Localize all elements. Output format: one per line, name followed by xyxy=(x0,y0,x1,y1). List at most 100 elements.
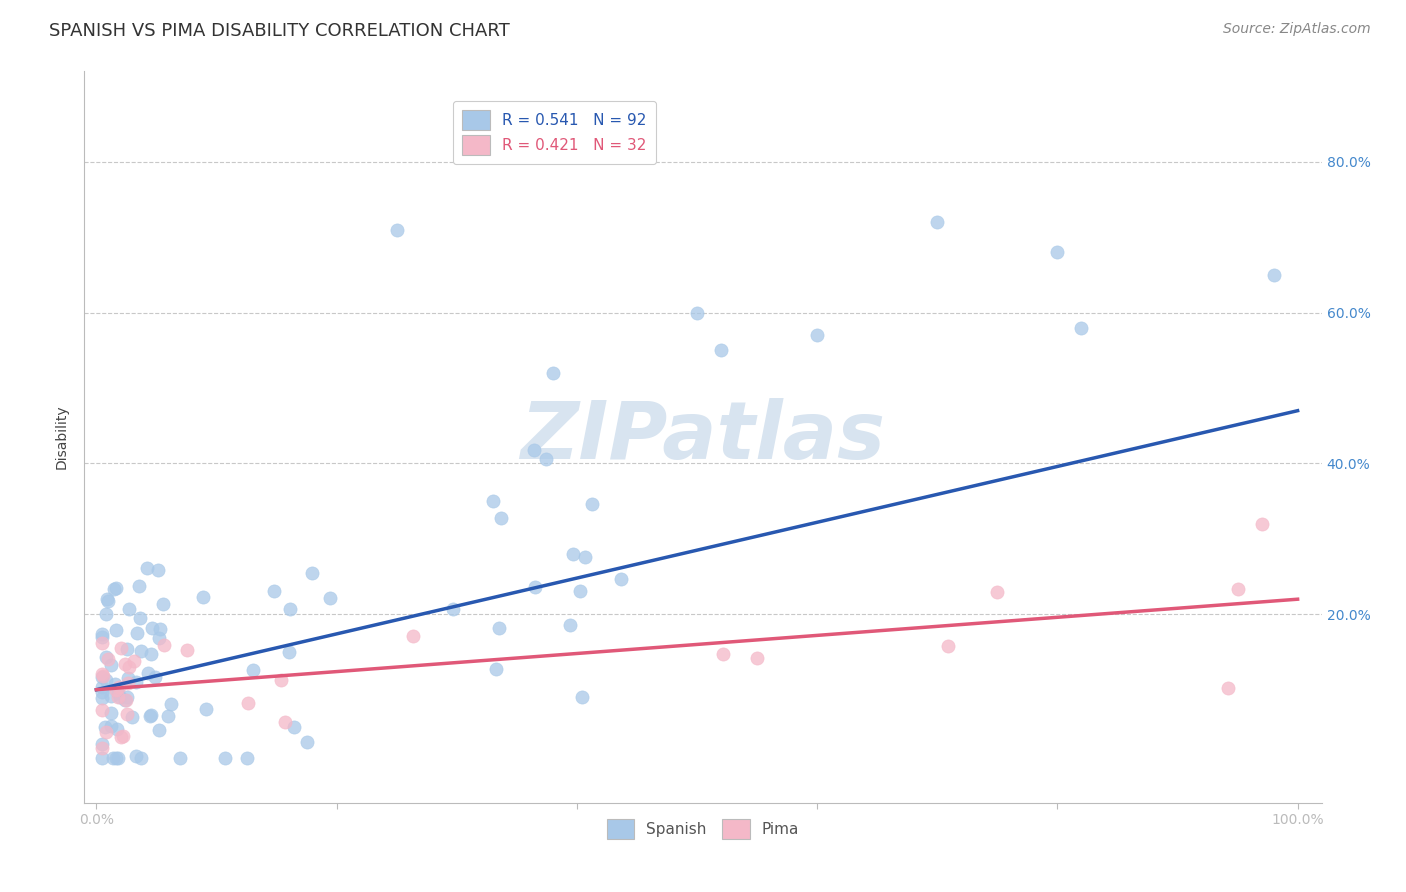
Point xyxy=(104,623,127,637)
Point xyxy=(153,638,176,652)
Point xyxy=(278,644,301,658)
Point xyxy=(91,690,114,705)
Point xyxy=(114,693,136,707)
Point xyxy=(191,590,214,604)
Text: Source: ZipAtlas.com: Source: ZipAtlas.com xyxy=(1223,22,1371,37)
Point xyxy=(301,566,323,580)
Point xyxy=(108,680,131,694)
Point xyxy=(242,663,264,677)
Point xyxy=(115,690,138,704)
Point xyxy=(156,709,179,723)
Point xyxy=(936,639,959,653)
Point xyxy=(1263,268,1285,282)
Point xyxy=(1070,320,1092,334)
Point xyxy=(94,607,117,621)
Point xyxy=(319,591,342,606)
Point xyxy=(236,696,259,710)
Point xyxy=(135,561,157,575)
Point xyxy=(117,642,139,657)
Point xyxy=(141,707,163,722)
Point xyxy=(1216,681,1239,695)
Point xyxy=(91,737,114,751)
Point xyxy=(146,563,169,577)
Point xyxy=(263,584,285,599)
Point xyxy=(110,640,132,655)
Point xyxy=(96,673,118,687)
Point xyxy=(100,690,122,704)
Point xyxy=(270,673,292,687)
Point xyxy=(91,680,114,694)
Point xyxy=(562,547,585,561)
Point xyxy=(91,750,114,764)
Point xyxy=(129,611,152,625)
Point xyxy=(93,669,115,683)
Point xyxy=(121,709,143,723)
Point xyxy=(108,690,131,704)
Point xyxy=(488,621,510,635)
Point xyxy=(280,602,302,616)
Point xyxy=(143,670,166,684)
Point xyxy=(571,690,593,704)
Point xyxy=(103,582,125,597)
Point xyxy=(91,740,114,755)
Point xyxy=(441,602,464,616)
Point xyxy=(105,683,128,698)
Point xyxy=(522,442,544,457)
Point xyxy=(986,584,1008,599)
Point xyxy=(560,618,582,632)
Point xyxy=(139,647,162,661)
Point xyxy=(107,750,129,764)
Point xyxy=(110,730,132,744)
Point xyxy=(107,690,129,704)
Point xyxy=(112,729,135,743)
Point xyxy=(91,703,114,717)
Point xyxy=(401,629,423,643)
Point xyxy=(117,676,139,690)
Point xyxy=(122,654,145,668)
Point xyxy=(115,707,138,722)
Point xyxy=(609,572,631,586)
Point xyxy=(97,652,120,666)
Point xyxy=(482,494,505,508)
Point xyxy=(1250,516,1272,531)
Point xyxy=(541,366,564,380)
Point xyxy=(176,643,198,657)
Point xyxy=(927,215,949,229)
Point xyxy=(152,597,174,611)
Point xyxy=(105,723,128,737)
Point xyxy=(581,497,603,511)
Point xyxy=(489,511,512,525)
Point xyxy=(96,592,118,607)
Point xyxy=(129,644,152,658)
Point xyxy=(283,720,305,734)
Point xyxy=(118,601,141,615)
Point xyxy=(100,706,122,720)
Point xyxy=(118,659,141,673)
Point xyxy=(1226,582,1249,596)
Point xyxy=(149,622,172,636)
Point xyxy=(385,223,408,237)
Point xyxy=(114,657,136,671)
Point xyxy=(574,549,596,564)
Point xyxy=(125,674,148,689)
Point xyxy=(107,686,129,700)
Point xyxy=(485,661,508,675)
Point xyxy=(534,451,557,466)
Point xyxy=(91,667,114,681)
Point xyxy=(94,725,117,739)
Point xyxy=(91,636,114,650)
Point xyxy=(523,580,546,594)
Point xyxy=(148,631,170,645)
Point xyxy=(295,735,318,749)
Point xyxy=(100,719,122,733)
Point xyxy=(148,723,170,737)
Point xyxy=(117,671,139,685)
Point xyxy=(806,328,828,343)
Point xyxy=(713,647,735,661)
Point xyxy=(568,583,591,598)
Point xyxy=(169,750,191,764)
Point xyxy=(91,630,114,644)
Text: SPANISH VS PIMA DISABILITY CORRELATION CHART: SPANISH VS PIMA DISABILITY CORRELATION C… xyxy=(49,22,510,40)
Point xyxy=(236,750,259,764)
Point xyxy=(104,750,127,764)
